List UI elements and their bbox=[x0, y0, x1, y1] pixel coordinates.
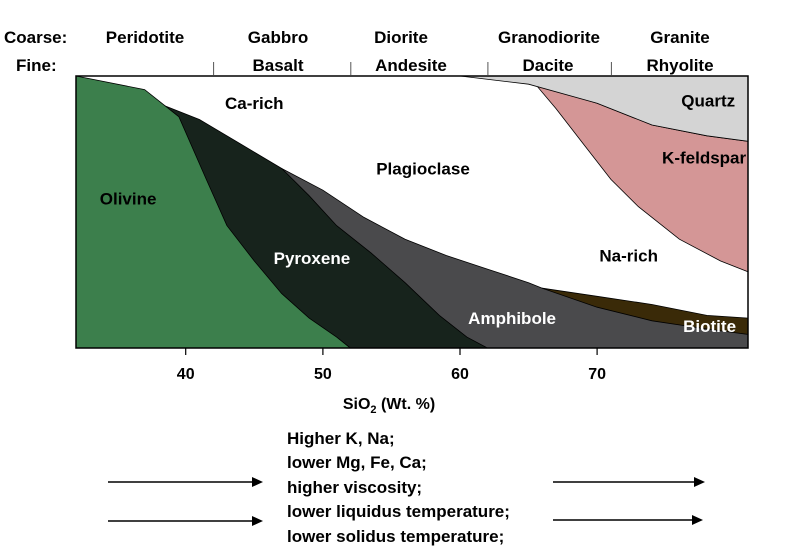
fine-row-label: Fine: bbox=[16, 56, 57, 75]
label-olivine: Olivine bbox=[100, 189, 157, 208]
note-line: lower solidus temperature; bbox=[287, 527, 505, 546]
arrow-upper-left bbox=[108, 477, 263, 487]
label-amphibole: Amphibole bbox=[468, 309, 556, 328]
arrow-lower-right bbox=[553, 515, 703, 525]
rock-name-header: Coarse: Fine: Peridotite Gabbro Diorite … bbox=[4, 28, 714, 75]
mineral-labels: Olivine Pyroxene Amphibole Biotite Plagiocla… bbox=[100, 92, 747, 337]
coarse-rock-diorite: Diorite bbox=[374, 28, 428, 47]
arrow-upper-right bbox=[553, 477, 705, 487]
coarse-rock-granite: Granite bbox=[650, 28, 710, 47]
x-tick-label: 50 bbox=[314, 366, 332, 383]
fine-rock-dacite: Dacite bbox=[522, 56, 573, 75]
label-na-rich: Na-rich bbox=[599, 247, 658, 266]
coarse-rock-granodiorite: Granodiorite bbox=[498, 28, 600, 47]
coarse-row-label: Coarse: bbox=[4, 28, 67, 47]
fine-rock-rhyolite: Rhyolite bbox=[646, 56, 713, 75]
label-pyroxene: Pyroxene bbox=[274, 249, 351, 268]
plot-area: Olivine Pyroxene Amphibole Biotite Plagiocla… bbox=[75, 75, 749, 416]
x-tick-label: 60 bbox=[451, 366, 469, 383]
x-axis-ticks: 40 50 60 70 bbox=[177, 348, 606, 383]
label-biotite: Biotite bbox=[683, 317, 736, 336]
x-tick-label: 40 bbox=[177, 366, 195, 383]
trend-arrows bbox=[108, 477, 705, 526]
coarse-rock-peridotite: Peridotite bbox=[106, 28, 184, 47]
label-k-feldspar: K-feldspar bbox=[662, 149, 746, 168]
fine-rock-basalt: Basalt bbox=[252, 56, 303, 75]
note-line: Higher K, Na; bbox=[287, 429, 395, 448]
label-quartz: Quartz bbox=[681, 92, 735, 111]
arrow-lower-left bbox=[108, 516, 263, 526]
note-line: lower Mg, Fe, Ca; bbox=[287, 453, 427, 472]
note-line: lower liquidus temperature; bbox=[287, 502, 510, 521]
fine-rock-andesite: Andesite bbox=[375, 56, 447, 75]
plot-frame bbox=[75, 75, 749, 349]
x-tick-label: 70 bbox=[588, 366, 606, 383]
label-plagioclase: Plagioclase bbox=[376, 160, 470, 179]
note-line: higher viscosity; bbox=[287, 478, 423, 497]
mineral-fields bbox=[75, 75, 749, 349]
x-axis-label: SiO2 (Wt. %) bbox=[343, 396, 435, 416]
rock-dividers bbox=[213, 62, 612, 75]
coarse-rock-gabbro: Gabbro bbox=[248, 28, 308, 47]
label-ca-rich: Ca-rich bbox=[225, 94, 284, 113]
